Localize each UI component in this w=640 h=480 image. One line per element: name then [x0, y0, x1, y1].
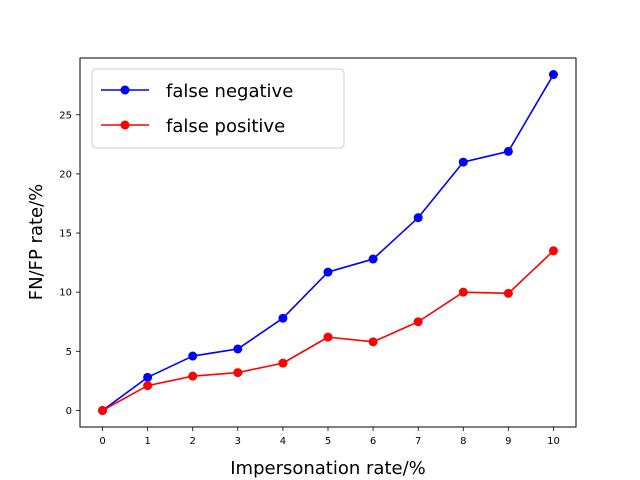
data-point-false-positive: [503, 288, 513, 298]
x-tick-label: 8: [460, 436, 466, 447]
y-tick-label: 20: [59, 169, 72, 180]
y-tick-label: 15: [59, 229, 72, 240]
y-axis-title: FN/FP rate/%: [26, 184, 47, 301]
data-point-false-negative: [503, 146, 513, 156]
data-point-false-positive: [188, 371, 198, 381]
data-point-false-negative: [413, 213, 423, 223]
data-point-false-positive: [278, 358, 288, 368]
x-axis-title: Impersonation rate/%: [230, 458, 426, 479]
x-tick-label: 1: [144, 436, 150, 447]
series-layer: [98, 70, 558, 415]
data-point-false-negative: [278, 313, 288, 323]
data-point-false-negative: [143, 372, 153, 382]
data-point-false-negative: [188, 351, 198, 361]
legend-marker-false-positive: [120, 120, 130, 130]
data-point-false-negative: [458, 157, 468, 167]
legend: false negative false positive: [91, 68, 345, 149]
data-point-false-positive: [98, 405, 108, 415]
data-point-false-positive: [458, 287, 468, 297]
x-tick-label: 6: [370, 436, 376, 447]
x-tick-label: 10: [547, 436, 560, 447]
y-tick-label: 10: [59, 288, 72, 299]
legend-box: [91, 68, 345, 149]
data-point-false-positive: [548, 246, 558, 256]
x-axis: 0 1 2 3 4 5 6 7 8 9 10: [99, 427, 560, 447]
data-point-false-negative: [233, 344, 243, 354]
legend-label-false-positive: false positive: [166, 116, 285, 137]
data-point-false-positive: [323, 332, 333, 342]
data-point-false-positive: [143, 381, 153, 391]
data-point-false-positive: [233, 368, 243, 378]
x-tick-label: 9: [505, 436, 511, 447]
data-point-false-negative: [548, 70, 558, 80]
x-tick-label: 4: [280, 436, 286, 447]
legend-marker-false-negative: [120, 85, 130, 95]
data-point-false-positive: [368, 337, 378, 347]
data-point-false-positive: [413, 317, 423, 327]
x-tick-label: 7: [415, 436, 421, 447]
data-point-false-negative: [323, 267, 333, 277]
y-tick-label: 25: [59, 110, 72, 121]
y-axis: 0 5 10 15 20 25: [59, 110, 80, 417]
data-point-false-negative: [368, 254, 378, 264]
y-tick-label: 5: [66, 347, 72, 358]
x-tick-label: 5: [325, 436, 331, 447]
x-tick-label: 0: [99, 436, 105, 447]
y-tick-label: 0: [66, 406, 72, 417]
x-tick-label: 2: [190, 436, 196, 447]
x-tick-label: 3: [235, 436, 241, 447]
legend-label-false-negative: false negative: [166, 81, 293, 102]
